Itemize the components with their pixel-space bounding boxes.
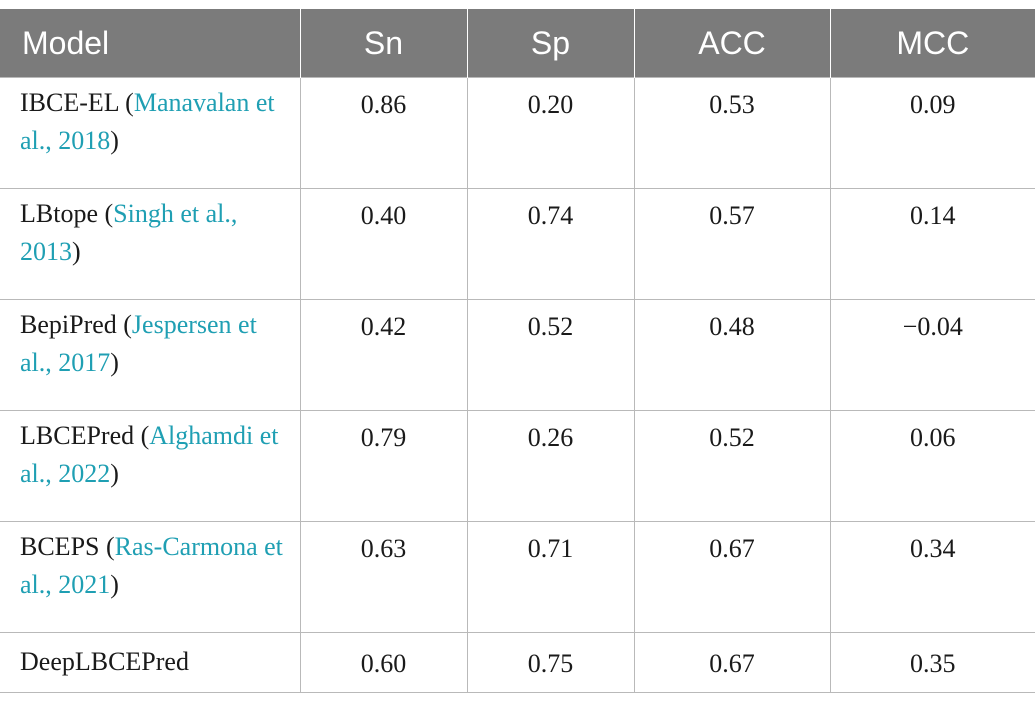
- sn-cell: 0.42: [299, 299, 468, 411]
- model-cell: IBCE-EL (Manavalan et al., 2018): [0, 77, 301, 189]
- model-close: ): [72, 237, 81, 266]
- acc-cell: 0.57: [633, 188, 831, 300]
- table-row: IBCE-EL (Manavalan et al., 2018) 0.86 0.…: [0, 77, 1035, 189]
- mcc-cell: −0.04: [829, 299, 1035, 411]
- model-close: ): [110, 459, 119, 488]
- model-close: ): [110, 570, 119, 599]
- column-header-model: Model: [0, 9, 301, 78]
- model-cell: LBCEPred (Alghamdi et al., 2022): [0, 410, 301, 522]
- column-header-acc: ACC: [634, 9, 831, 78]
- column-header-sp: Sp: [467, 9, 635, 78]
- model-cell: LBtope (Singh et al., 2013): [0, 188, 301, 300]
- table-row: BepiPred (Jespersen et al., 2017) 0.42 0…: [0, 299, 1035, 411]
- model-name: IBCE-EL (: [20, 88, 134, 117]
- sp-cell: 0.71: [466, 521, 635, 633]
- sp-cell: 0.26: [466, 410, 635, 522]
- reference-link[interactable]: Jespersen et al., 2017: [20, 310, 257, 377]
- model-close: ): [110, 348, 119, 377]
- reference-link[interactable]: Singh et al., 2013: [20, 199, 238, 266]
- results-table: Model Sn Sp ACC MCC IBCE-EL (Manavalan e…: [0, 9, 1035, 693]
- sn-cell: 0.40: [299, 188, 468, 300]
- mcc-cell: 0.09: [829, 77, 1035, 189]
- mcc-cell: 0.34: [829, 521, 1035, 633]
- mcc-cell: 0.06: [829, 410, 1035, 522]
- sn-cell: 0.86: [299, 77, 468, 189]
- sp-cell: 0.74: [466, 188, 635, 300]
- model-cell: BepiPred (Jespersen et al., 2017): [0, 299, 301, 411]
- acc-cell: 0.52: [633, 410, 831, 522]
- model-name: LBCEPred (: [20, 421, 150, 450]
- model-close: ): [110, 126, 119, 155]
- sn-cell: 0.60: [299, 632, 468, 693]
- model-name: BCEPS (: [20, 532, 115, 561]
- acc-cell: 0.53: [633, 77, 831, 189]
- column-header-mcc: MCC: [830, 9, 1035, 78]
- model-cell: BCEPS (Ras-Carmona et al., 2021): [0, 521, 301, 633]
- reference-link[interactable]: Alghamdi et al., 2022: [20, 421, 279, 488]
- acc-cell: 0.67: [633, 632, 831, 693]
- model-name: LBtope (: [20, 199, 114, 228]
- acc-cell: 0.67: [633, 521, 831, 633]
- sn-cell: 0.79: [299, 410, 468, 522]
- mcc-cell: 0.35: [829, 632, 1035, 693]
- table-row: BCEPS (Ras-Carmona et al., 2021) 0.63 0.…: [0, 521, 1035, 633]
- table-row: DeepLBCEPred 0.60 0.75 0.67 0.35: [0, 632, 1035, 693]
- model-name: DeepLBCEPred: [20, 647, 189, 676]
- acc-cell: 0.48: [633, 299, 831, 411]
- sp-cell: 0.75: [466, 632, 635, 693]
- sp-cell: 0.20: [466, 77, 635, 189]
- table-row: LBCEPred (Alghamdi et al., 2022) 0.79 0.…: [0, 410, 1035, 522]
- model-name: BepiPred (: [20, 310, 132, 339]
- column-header-sn: Sn: [300, 9, 468, 78]
- mcc-cell: 0.14: [829, 188, 1035, 300]
- sp-cell: 0.52: [466, 299, 635, 411]
- table-row: LBtope (Singh et al., 2013) 0.40 0.74 0.…: [0, 188, 1035, 300]
- header-row: Model Sn Sp ACC MCC: [0, 9, 1035, 78]
- reference-link[interactable]: Manavalan et al., 2018: [20, 88, 275, 155]
- sn-cell: 0.63: [299, 521, 468, 633]
- reference-link[interactable]: Ras-Carmona et al., 2021: [20, 532, 283, 599]
- model-cell: DeepLBCEPred: [0, 632, 301, 693]
